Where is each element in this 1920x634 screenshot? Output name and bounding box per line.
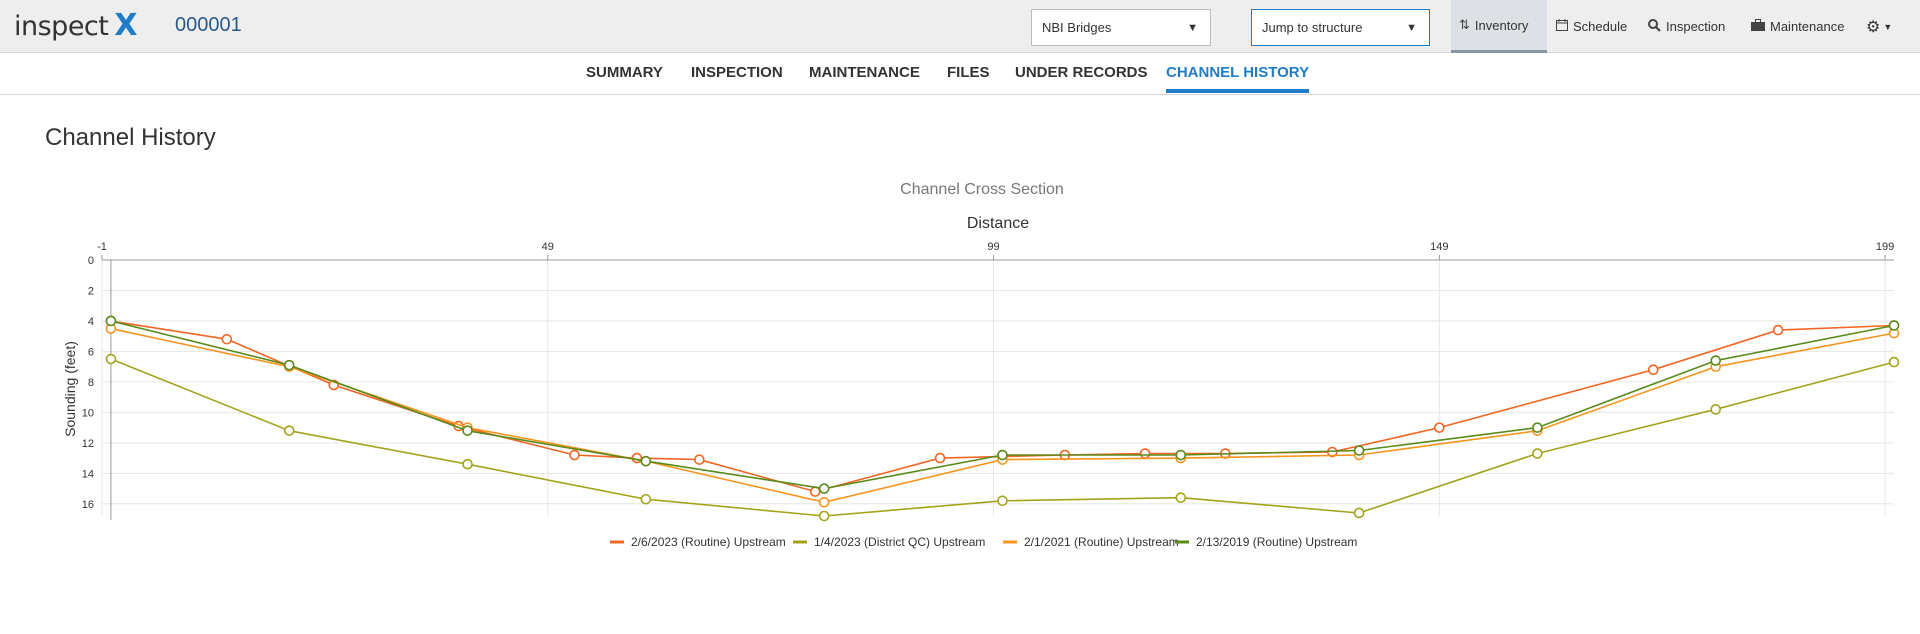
settings-menu[interactable]: ⚙ ▼ [1858, 0, 1900, 53]
data-point [818, 510, 830, 522]
section-tabs: SUMMARY INSPECTION MAINTENANCE FILES UND… [0, 54, 1920, 95]
y-tick-label: 10 [82, 407, 94, 419]
data-point [997, 495, 1008, 507]
nav-inspection[interactable]: Inspection [1640, 0, 1733, 53]
nav-maintenance-label: Maintenance [1770, 19, 1845, 34]
y-axis-label: Sounding (feet) [62, 341, 78, 437]
data-point [105, 315, 117, 327]
data-point [640, 455, 652, 467]
nav-schedule-label: Schedule [1573, 19, 1628, 34]
series-line-1 [110, 358, 1895, 517]
data-point [283, 359, 295, 371]
caret-down-icon: ▼ [1883, 21, 1893, 32]
grid [101, 259, 1894, 516]
legend-label: 2/6/2023 (Routine) Upstream [631, 535, 786, 549]
y-tick-label: 4 [88, 316, 94, 328]
page-title: Channel History [45, 124, 216, 151]
y-tick-label: 6 [88, 346, 94, 358]
data-point [640, 493, 652, 505]
tab-summary[interactable]: SUMMARY [586, 64, 663, 81]
x-axis-label: Distance [967, 215, 1029, 232]
toolbox-icon [1751, 19, 1765, 34]
nav-maintenance[interactable]: Maintenance [1743, 0, 1852, 53]
legend-item-2[interactable]: 2/1/2021 (Routine) Upstream [1003, 535, 1179, 549]
program-select-value: NBI Bridges [1042, 20, 1112, 35]
data-point [1434, 422, 1445, 433]
tab-files[interactable]: FILES [947, 64, 990, 81]
data-point [1772, 324, 1784, 336]
data-point [1175, 449, 1187, 461]
y-tick-label: 8 [88, 377, 94, 389]
x-tick-label: -1 [97, 241, 107, 253]
logo-text: inspect [14, 11, 109, 42]
data-point [462, 458, 473, 470]
data-point [934, 452, 946, 464]
caret-down-icon: ▼ [1187, 22, 1198, 34]
program-select[interactable]: NBI Bridges ▼ [1031, 9, 1211, 46]
tab-inspection[interactable]: INSPECTION [691, 64, 783, 81]
legend-label: 2/13/2019 (Routine) Upstream [1196, 535, 1357, 549]
legend-item-1[interactable]: 1/4/2023 (District QC) Upstream [793, 535, 985, 549]
nav-inventory[interactable]: ⇅ Inventory [1451, 0, 1547, 53]
data-point [694, 454, 705, 465]
y-tick-label: 12 [82, 438, 94, 450]
data-point [1710, 355, 1721, 366]
series-line-0 [110, 320, 1895, 493]
data-point [1139, 448, 1151, 459]
channel-cross-section-chart: Channel Cross Section Distance Sounding … [62, 181, 1900, 549]
series-group [105, 315, 1900, 522]
legend[interactable]: 2/6/2023 (Routine) Upstream 1/4/2023 (Dis… [610, 535, 1357, 549]
series-line-2 [110, 327, 1895, 504]
app-logo[interactable]: inspect X [14, 8, 138, 44]
data-point [105, 353, 117, 365]
data-point [569, 449, 580, 461]
logo-mark: X [114, 8, 138, 43]
calendar-icon [1556, 19, 1568, 34]
data-point [1175, 492, 1187, 504]
x-tick-label: 149 [1430, 241, 1448, 253]
tab-maintenance[interactable]: MAINTENANCE [809, 64, 920, 81]
caret-down-icon: ▼ [1406, 22, 1417, 34]
x-tick-label: 49 [542, 241, 554, 253]
data-point [221, 333, 233, 345]
nav-inventory-label: Inventory [1474, 17, 1529, 33]
chart-title: Channel Cross Section [900, 181, 1064, 198]
nav-schedule[interactable]: Schedule [1548, 0, 1635, 53]
data-point [1532, 448, 1543, 459]
data-point [462, 425, 473, 436]
gear-icon: ⚙ [1866, 18, 1881, 36]
jump-select-value: Jump to structure [1262, 20, 1363, 35]
search-icon [1648, 18, 1661, 35]
legend-label: 2/1/2021 (Routine) Upstream [1024, 535, 1179, 549]
y-tick-label: 0 [88, 255, 94, 267]
data-point [818, 496, 830, 508]
y-tick-label: 16 [82, 499, 94, 511]
data-point [1647, 364, 1659, 376]
data-point [1888, 356, 1900, 368]
data-point [1532, 422, 1543, 433]
tab-channel-history[interactable]: CHANNEL HISTORY [1166, 64, 1310, 93]
data-point [283, 425, 295, 436]
data-point [1710, 404, 1721, 415]
axes: 0 2 4 6 8 10 12 14 16 -1 49 99 149 199 [82, 241, 1894, 520]
legend-item-0[interactable]: 2/6/2023 (Routine) Upstream [610, 535, 786, 549]
x-tick-label: 99 [987, 241, 999, 253]
data-point [1888, 320, 1900, 331]
sort-icon: ⇅ [1459, 17, 1470, 32]
tab-under-records[interactable]: UNDER RECORDS [1015, 64, 1148, 81]
y-tick-label: 2 [88, 285, 94, 297]
data-point [818, 483, 830, 494]
x-tick-label: 199 [1876, 241, 1894, 253]
top-bar: inspect X 000001 NBI Bridges ▼ Jump to s… [0, 0, 1920, 53]
legend-item-3[interactable]: 2/13/2019 (Routine) Upstream [1175, 535, 1357, 549]
data-point [1353, 445, 1365, 456]
structure-id: 000001 [175, 14, 242, 36]
nav-inspection-label: Inspection [1666, 19, 1726, 34]
jump-to-structure-select[interactable]: Jump to structure ▼ [1251, 9, 1430, 46]
legend-label: 1/4/2023 (District QC) Upstream [814, 535, 985, 549]
data-point [997, 449, 1008, 461]
data-point [1353, 507, 1365, 519]
y-tick-label: 14 [82, 468, 94, 480]
